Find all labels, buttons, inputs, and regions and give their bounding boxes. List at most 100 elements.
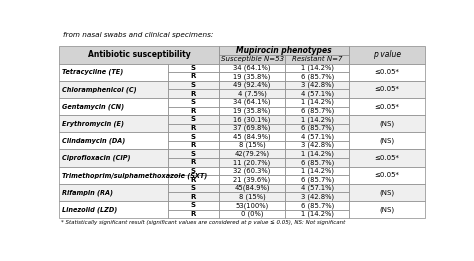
Bar	[285, 210, 349, 218]
Bar	[219, 132, 285, 141]
Text: ≤0.05*: ≤0.05*	[374, 104, 400, 110]
Bar	[349, 184, 425, 201]
Text: Chloramphenicol (C): Chloramphenicol (C)	[62, 86, 137, 93]
Bar	[349, 201, 425, 218]
Bar	[168, 158, 219, 167]
Bar	[168, 201, 219, 210]
Bar	[219, 98, 285, 106]
Bar	[349, 167, 425, 184]
Bar	[219, 210, 285, 218]
Text: R: R	[191, 159, 196, 165]
Text: 34 (64.1%): 34 (64.1%)	[233, 65, 271, 71]
Text: (NS): (NS)	[380, 121, 395, 127]
Text: 0 (0%): 0 (0%)	[241, 211, 264, 217]
Text: Susceptible N=53: Susceptible N=53	[220, 56, 283, 62]
Text: Rifampin (RA): Rifampin (RA)	[62, 189, 113, 196]
Text: 4 (57.1%): 4 (57.1%)	[301, 185, 334, 191]
Text: Gentamycin (CN): Gentamycin (CN)	[62, 103, 124, 110]
Bar	[285, 132, 349, 141]
Text: 8 (15%): 8 (15%)	[239, 142, 265, 149]
Bar	[219, 141, 285, 150]
Bar	[285, 158, 349, 167]
Bar	[59, 46, 219, 64]
Text: 37 (69.8%): 37 (69.8%)	[233, 125, 271, 131]
Text: Trimethoprim/sulphamethoxazole (SXT): Trimethoprim/sulphamethoxazole (SXT)	[62, 172, 208, 179]
Text: (NS): (NS)	[380, 206, 395, 213]
Bar	[285, 98, 349, 106]
Text: p value: p value	[373, 50, 401, 60]
Text: R: R	[191, 125, 196, 131]
Bar	[168, 132, 219, 141]
Text: 4 (7.5%): 4 (7.5%)	[237, 90, 266, 97]
Bar	[168, 72, 219, 81]
Bar	[285, 141, 349, 150]
Text: 11 (20.7%): 11 (20.7%)	[234, 159, 271, 166]
Text: 6 (85.7%): 6 (85.7%)	[301, 176, 334, 183]
Bar	[219, 64, 285, 72]
Bar	[219, 89, 285, 98]
Text: 1 (14.2%): 1 (14.2%)	[301, 168, 334, 174]
Bar	[219, 72, 285, 81]
Bar	[219, 167, 285, 175]
Bar	[59, 64, 168, 81]
Text: (NS): (NS)	[380, 138, 395, 144]
Bar	[219, 158, 285, 167]
Text: 45 (84.9%): 45 (84.9%)	[233, 133, 271, 140]
Text: Linezolid (LZD): Linezolid (LZD)	[62, 206, 118, 213]
Text: 16 (30.1%): 16 (30.1%)	[233, 116, 271, 123]
Bar	[168, 167, 219, 175]
Bar	[219, 150, 285, 158]
Bar	[285, 192, 349, 201]
Text: R: R	[191, 194, 196, 200]
Bar	[349, 46, 425, 64]
Bar	[285, 175, 349, 184]
Bar	[59, 115, 168, 132]
Bar	[168, 124, 219, 132]
Text: S: S	[191, 116, 196, 122]
Bar	[168, 141, 219, 150]
Text: 45(84.9%): 45(84.9%)	[234, 185, 270, 191]
Text: Tetracycline (TE): Tetracycline (TE)	[62, 69, 123, 75]
Text: 3 (42.8%): 3 (42.8%)	[301, 142, 334, 149]
Bar	[219, 201, 285, 210]
Text: 6 (85.7%): 6 (85.7%)	[301, 125, 334, 131]
Bar	[168, 81, 219, 89]
Bar	[219, 192, 285, 201]
Bar	[285, 124, 349, 132]
Text: 19 (35.8%): 19 (35.8%)	[233, 73, 271, 80]
Text: 32 (60.3%): 32 (60.3%)	[233, 168, 271, 174]
Text: (NS): (NS)	[380, 189, 395, 196]
Text: S: S	[191, 65, 196, 71]
Bar	[59, 132, 168, 150]
Bar	[59, 81, 168, 98]
Bar	[168, 150, 219, 158]
Bar	[285, 167, 349, 175]
Bar	[285, 64, 349, 72]
Bar	[349, 98, 425, 115]
Text: R: R	[191, 176, 196, 182]
Text: S: S	[191, 202, 196, 208]
Bar	[168, 192, 219, 201]
Bar	[168, 210, 219, 218]
Bar	[168, 106, 219, 115]
Text: 6 (85.7%): 6 (85.7%)	[301, 202, 334, 209]
Bar	[285, 201, 349, 210]
Text: ≤0.05*: ≤0.05*	[374, 155, 400, 161]
Text: Resistant N=7: Resistant N=7	[292, 56, 343, 62]
Bar	[285, 89, 349, 98]
Bar	[285, 115, 349, 124]
Text: 1 (14.2%): 1 (14.2%)	[301, 65, 334, 71]
Bar	[219, 106, 285, 115]
Text: 1 (14.2%): 1 (14.2%)	[301, 99, 334, 105]
Text: 49 (92.4%): 49 (92.4%)	[233, 82, 271, 88]
Text: S: S	[191, 82, 196, 88]
Bar	[285, 72, 349, 81]
Bar	[168, 184, 219, 192]
Bar	[59, 167, 168, 184]
Text: 34 (64.1%): 34 (64.1%)	[233, 99, 271, 105]
Bar	[219, 124, 285, 132]
Text: 19 (35.8%): 19 (35.8%)	[233, 108, 271, 114]
Text: 6 (85.7%): 6 (85.7%)	[301, 73, 334, 80]
Text: 4 (57.1%): 4 (57.1%)	[301, 133, 334, 140]
Text: 1 (14.2%): 1 (14.2%)	[301, 151, 334, 157]
